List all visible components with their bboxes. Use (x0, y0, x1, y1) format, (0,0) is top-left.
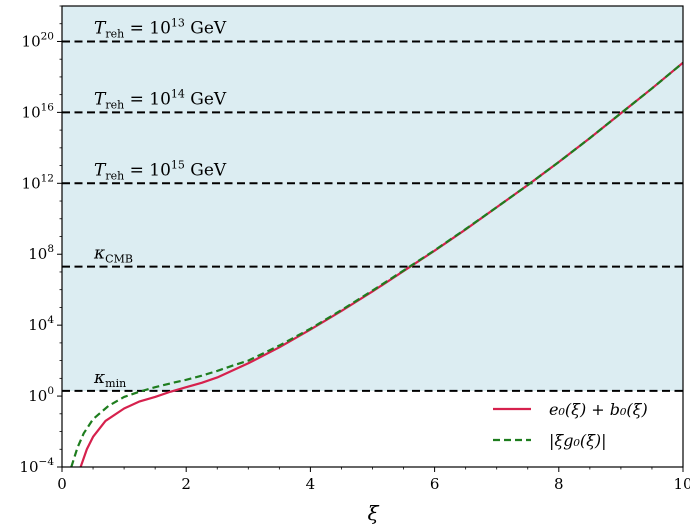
series-lines (70, 61, 683, 467)
reference-lines: Treh = 1013 GeV Treh = 1014 GeV Treh = 101… (62, 16, 683, 392)
y-tick-label: 10−4 (19, 456, 54, 476)
x-tick-label: 4 (306, 475, 316, 493)
reference-line-label: κmin (93, 368, 126, 390)
y-tick-label: 108 (28, 243, 54, 263)
x-tick-label: 0 (57, 475, 67, 493)
reference-line-label: Treh = 1014 GeV (94, 87, 227, 111)
x-tick-label: 2 (181, 475, 191, 493)
x-tick-label: 10 (673, 475, 690, 493)
y-tick-label: 100 (28, 385, 54, 405)
x-tick-label: 6 (430, 475, 440, 493)
x-axis-ticks: 0 2 4 6 8 10 (57, 467, 690, 493)
legend: e₀(ξ) + b₀(ξ) |ξg₀(ξ)| (493, 400, 648, 450)
reference-line-label: Treh = 1013 GeV (94, 16, 227, 40)
y-axis-ticks: 10−4 100 104 108 1012 1016 1020 (19, 5, 62, 476)
reference-line-label: Treh = 1015 GeV (94, 158, 227, 182)
y-tick-label: 1020 (22, 30, 54, 50)
y-tick-label: 104 (28, 314, 54, 334)
legend-label: |ξg₀(ξ)| (549, 431, 607, 450)
reference-line-label: κCMB (93, 244, 133, 266)
x-tick-label: 8 (554, 475, 564, 493)
series-line-2 (70, 61, 683, 467)
y-tick-label: 1016 (22, 101, 55, 121)
shaded-region (62, 6, 683, 391)
x-axis-label: ξ (367, 501, 379, 525)
legend-label: e₀(ξ) + b₀(ξ) (549, 400, 648, 419)
y-tick-label: 1012 (22, 172, 54, 192)
shaded-band (62, 6, 683, 391)
